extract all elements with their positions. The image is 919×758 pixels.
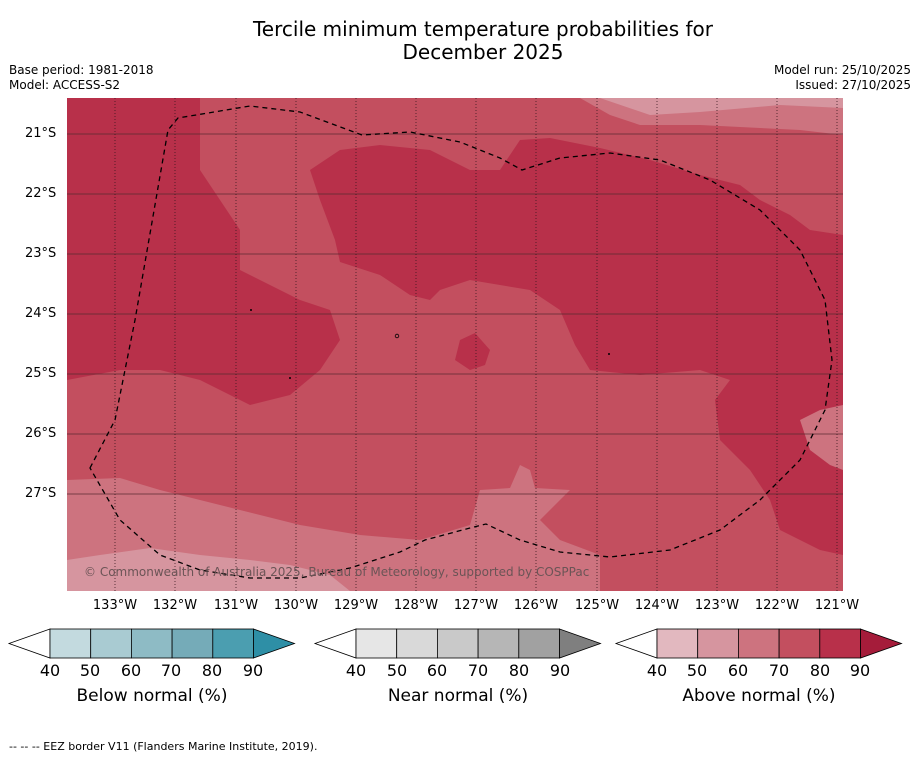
cbar-tick: 60 [426,661,448,680]
lon-label: 133°W [92,598,138,613]
lat-label: 27°S [25,486,57,501]
run-info: Model run: 25/10/2025 Issued: 27/10/2025 [774,63,911,93]
cbar-tick: 80 [809,661,831,680]
cbar-tick: 70 [160,661,182,680]
near-normal-label: Near normal (%) [387,686,529,706]
colorbar-extension-high [860,628,903,659]
colorbar-segment [778,628,821,659]
colorbar-legends [7,628,903,659]
colorbar-segment [518,628,560,659]
lon-label: 124°W [634,598,680,613]
graticule [67,133,843,495]
colorbar-segment [130,628,173,659]
lat-label: 26°S [25,426,57,441]
prob-band-50-60-east [800,405,843,470]
island-marker [289,377,291,379]
lon-label: 127°W [453,598,499,613]
colorbar-segment [49,628,92,659]
issued-date: Issued: 27/10/2025 [795,78,911,92]
colorbar-segment [656,628,699,659]
lat-label: 25°S [25,366,57,381]
colorbar-segment [697,628,739,659]
eez-border [89,105,833,579]
footnote: -- -- -- EEZ border V11 (Flanders Marine… [9,740,318,753]
colorbar-segment [477,628,520,659]
lon-label: 131°W [213,598,259,613]
prob-band-80-90-center [310,138,843,555]
lat-label: 23°S [25,246,57,261]
cbar-tick: 60 [120,661,142,680]
lon-label: 126°W [513,598,559,613]
colorbar-extension-low [7,628,51,659]
lon-label: 123°W [694,598,740,613]
model-run: Model run: 25/10/2025 [773,63,911,77]
lat-label: 21°S [25,126,57,141]
colorbar-segment [355,628,398,659]
cbar-tick: 80 [508,661,530,680]
colorbar-segment [738,628,780,659]
cbar-tick: 80 [201,661,223,680]
meridians [114,98,838,591]
lon-label: 125°W [574,598,620,613]
cbar-tick: 90 [549,661,571,680]
cbar-tick: 50 [386,661,408,680]
below-normal-label: Below normal (%) [76,686,228,706]
map-title: Tercile minimum temperature probabilitie… [252,17,714,64]
cbar-tick: 70 [467,661,489,680]
colorbar-segment [819,628,861,659]
colorbar-segment [212,628,254,659]
island-marker [250,309,252,311]
cbar-tick: 70 [768,661,790,680]
lon-label: 132°W [152,598,198,613]
island-marker [394,333,400,339]
lon-label: 129°W [333,598,379,613]
island-marker [608,353,610,355]
lat-label: 24°S [25,306,57,321]
cbar-tick: 50 [686,661,708,680]
cbar-tick: 50 [79,661,101,680]
lon-label: 121°W [814,598,860,613]
cbar-tick: 40 [646,661,668,680]
prob-band-80-90-blob [455,333,490,370]
colorbar-extension-high [559,628,602,659]
colorbar-segment [90,628,132,659]
cbar-tick: 40 [39,661,61,680]
above-normal-label: Above normal (%) [682,686,836,706]
prob-band-80-90-left [67,98,340,405]
model-name: Model: ACCESS-S2 [9,78,121,92]
colorbar-extension-low [313,628,357,659]
cbar-tick: 40 [345,661,367,680]
colorbar-segment [436,628,479,659]
prob-band-40-50-north [600,98,843,115]
base-period: Base period: 1981-2018 [9,63,154,77]
colorbar-extension-low [614,628,658,659]
colorbar-segment [171,628,214,659]
copyright-text: © Commonwealth of Australia 2025, Bureau… [84,565,590,579]
prob-band-40-50-south [67,548,350,591]
lon-label: 128°W [393,598,439,613]
colorbar-extension-high [253,628,296,659]
base-info: Base period: 1981-2018 Model: ACCESS-S2 [9,63,154,93]
cbar-tick: 90 [242,661,264,680]
lon-label: 122°W [754,598,800,613]
colorbar-segment [396,628,438,659]
cbar-tick: 60 [727,661,749,680]
lon-label: 130°W [273,598,319,613]
cbar-tick: 90 [849,661,871,680]
lat-label: 22°S [25,186,57,201]
